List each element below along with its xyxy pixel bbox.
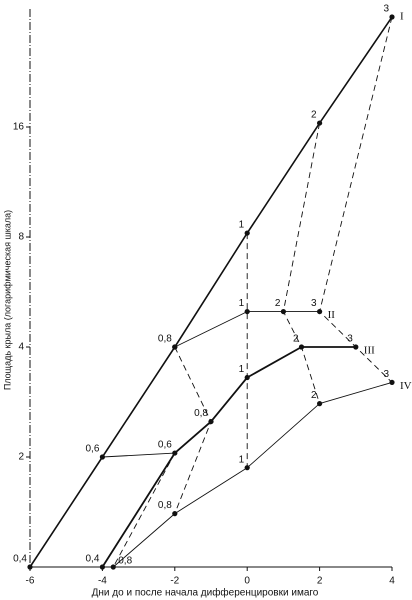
point	[244, 308, 250, 315]
x-tick-label: 0	[244, 576, 250, 587]
stage-line	[282, 123, 321, 404]
point	[244, 230, 250, 236]
y-tick-label: 4	[18, 342, 24, 353]
point-label: 0,8	[194, 408, 208, 419]
y-tick-label: 8	[18, 232, 24, 243]
point-label: 3	[347, 334, 353, 345]
point-label: 0,8	[158, 334, 172, 345]
y-axis-title: Площадь крыла (логарифмическая шкала)	[2, 210, 12, 390]
x-axis-title: Дни до и после начала дифференцировки им…	[92, 587, 319, 599]
point-label: 0,6	[158, 440, 172, 451]
stage-line	[112, 452, 176, 568]
growth-line	[113, 381, 393, 568]
point	[110, 564, 116, 570]
point	[317, 401, 323, 407]
point-label: 1	[239, 364, 245, 375]
point-label: 1	[239, 454, 245, 465]
point-label: 2	[311, 390, 317, 401]
point-label: 3	[383, 4, 389, 15]
x-tick-label: 2	[317, 576, 323, 587]
point-label: 0,8	[118, 556, 132, 567]
point	[27, 564, 33, 570]
x-tick-label: 4	[389, 576, 395, 587]
y-tick-label: 16	[13, 122, 25, 133]
series-label: II	[328, 309, 336, 321]
stage-line	[319, 16, 393, 383]
point-label: 3	[383, 369, 389, 380]
x-tick-label: -4	[98, 576, 107, 587]
y-tick-label: 2	[18, 452, 24, 463]
point-label: 0,4	[85, 554, 99, 565]
point	[172, 450, 178, 456]
point	[99, 564, 105, 570]
point	[172, 511, 178, 517]
point-label: 0,8	[158, 500, 172, 511]
point-label: 1	[239, 220, 245, 231]
growth-line	[29, 16, 393, 568]
growth-line	[101, 346, 356, 568]
point-label: 0,4	[13, 554, 27, 565]
growth-line	[102, 452, 175, 458]
point-label: 2	[275, 298, 281, 309]
point-label: 2	[311, 110, 317, 121]
stage-line	[174, 346, 212, 514]
point-label: 2	[293, 334, 299, 345]
growth-line	[174, 311, 320, 348]
x-tick-label: -6	[26, 576, 35, 587]
series-label: III	[364, 345, 375, 357]
point	[317, 120, 323, 126]
x-tick-label: -2	[170, 576, 179, 587]
series-label: I	[400, 11, 404, 23]
point-label: 3	[311, 298, 317, 309]
point-label: 1	[239, 298, 245, 309]
series-label: IV	[400, 380, 412, 392]
point-label: 0,6	[85, 444, 99, 455]
point	[172, 344, 178, 350]
